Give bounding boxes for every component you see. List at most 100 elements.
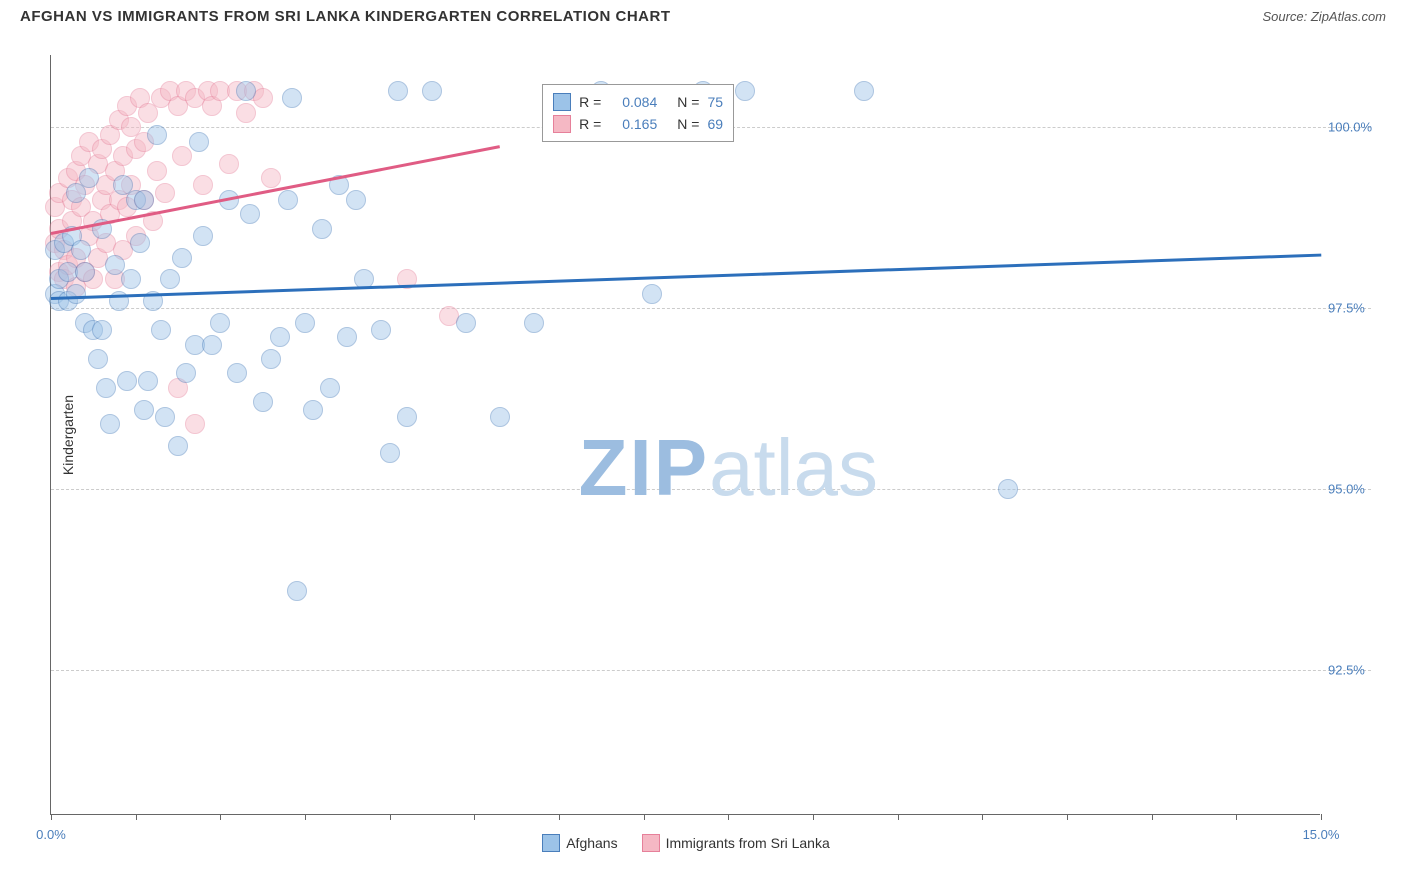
trend-line <box>51 254 1321 300</box>
legend-stats-row: R =0.084N =75 <box>553 91 723 113</box>
scatter-point <box>735 81 755 101</box>
scatter-point <box>151 320 171 340</box>
scatter-point <box>210 313 230 333</box>
scatter-point <box>240 204 260 224</box>
legend-bottom: Afghans Immigrants from Sri Lanka <box>51 834 1321 852</box>
scatter-point <box>138 371 158 391</box>
plot-area: 92.5%95.0%97.5%100.0%0.0%15.0%ZIPatlasR … <box>50 55 1320 815</box>
scatter-point <box>66 284 86 304</box>
legend-swatch <box>553 93 571 111</box>
scatter-point <box>261 168 281 188</box>
scatter-point <box>236 103 256 123</box>
scatter-point <box>388 81 408 101</box>
scatter-point <box>92 320 112 340</box>
scatter-point <box>100 414 120 434</box>
scatter-point <box>202 335 222 355</box>
scatter-point <box>117 371 137 391</box>
watermark: ZIPatlas <box>579 422 878 514</box>
scatter-point <box>193 175 213 195</box>
legend-n-value: 69 <box>707 116 723 132</box>
scatter-point <box>227 363 247 383</box>
scatter-point <box>134 400 154 420</box>
scatter-point <box>155 407 175 427</box>
legend-r-value: 0.165 <box>609 116 657 132</box>
chart-title: AFGHAN VS IMMIGRANTS FROM SRI LANKA KIND… <box>20 8 670 25</box>
x-tick <box>559 814 560 820</box>
y-tick-label: 100.0% <box>1320 120 1370 135</box>
x-tick <box>390 814 391 820</box>
scatter-point <box>380 443 400 463</box>
legend-swatch <box>642 834 660 852</box>
x-tick <box>474 814 475 820</box>
source-attribution: Source: ZipAtlas.com <box>1262 9 1386 24</box>
scatter-point <box>121 269 141 289</box>
scatter-point <box>320 378 340 398</box>
scatter-point <box>422 81 442 101</box>
x-tick <box>1321 814 1322 820</box>
x-tick <box>813 814 814 820</box>
scatter-point <box>79 168 99 188</box>
scatter-point <box>490 407 510 427</box>
x-tick <box>1236 814 1237 820</box>
scatter-point <box>397 407 417 427</box>
scatter-point <box>282 88 302 108</box>
scatter-point <box>524 313 544 333</box>
legend-swatch <box>553 115 571 133</box>
scatter-point <box>130 233 150 253</box>
scatter-point <box>172 146 192 166</box>
x-tick <box>220 814 221 820</box>
x-tick <box>1067 814 1068 820</box>
gridline-h <box>51 308 1371 309</box>
scatter-point <box>189 132 209 152</box>
chart-container: Kindergarten 92.5%95.0%97.5%100.0%0.0%15… <box>50 55 1370 815</box>
scatter-point <box>278 190 298 210</box>
scatter-point <box>337 327 357 347</box>
legend-label: Immigrants from Sri Lanka <box>666 835 830 851</box>
scatter-point <box>346 190 366 210</box>
scatter-point <box>185 414 205 434</box>
gridline-h <box>51 489 1371 490</box>
scatter-point <box>303 400 323 420</box>
scatter-point <box>134 190 154 210</box>
legend-stats-row: R = 0.165 N = 69 <box>553 113 723 135</box>
y-tick-label: 95.0% <box>1320 482 1370 497</box>
x-tick <box>1152 814 1153 820</box>
legend-r-label: R = <box>579 116 601 132</box>
legend-label: Afghans <box>566 835 617 851</box>
scatter-point <box>147 161 167 181</box>
scatter-point <box>219 154 239 174</box>
scatter-point <box>147 125 167 145</box>
x-tick <box>644 814 645 820</box>
scatter-point <box>88 349 108 369</box>
scatter-point <box>71 240 91 260</box>
scatter-point <box>270 327 290 347</box>
y-tick-label: 92.5% <box>1320 663 1370 678</box>
scatter-point <box>155 183 175 203</box>
scatter-point <box>160 269 180 289</box>
scatter-point <box>96 378 116 398</box>
scatter-point <box>253 392 273 412</box>
legend-n-label: N = <box>677 116 699 132</box>
x-tick <box>305 814 306 820</box>
legend-swatch <box>542 834 560 852</box>
legend-n-value: 75 <box>707 94 723 110</box>
legend-r-value: 0.084 <box>609 94 657 110</box>
scatter-point <box>456 313 476 333</box>
scatter-point <box>168 436 188 456</box>
scatter-point <box>75 262 95 282</box>
scatter-point <box>312 219 332 239</box>
scatter-point <box>371 320 391 340</box>
scatter-point <box>854 81 874 101</box>
scatter-point <box>172 248 192 268</box>
scatter-point <box>261 349 281 369</box>
legend-r-label: R = <box>579 94 601 110</box>
x-tick <box>51 814 52 820</box>
x-tick <box>898 814 899 820</box>
x-tick <box>982 814 983 820</box>
x-tick <box>728 814 729 820</box>
legend-item: Afghans <box>542 834 617 852</box>
legend-stats: R = 0.084 N = 75 R = 0.165 N = 69 <box>542 84 734 142</box>
scatter-point <box>193 226 213 246</box>
legend-item: Immigrants from Sri Lanka <box>642 834 830 852</box>
scatter-point <box>105 255 125 275</box>
